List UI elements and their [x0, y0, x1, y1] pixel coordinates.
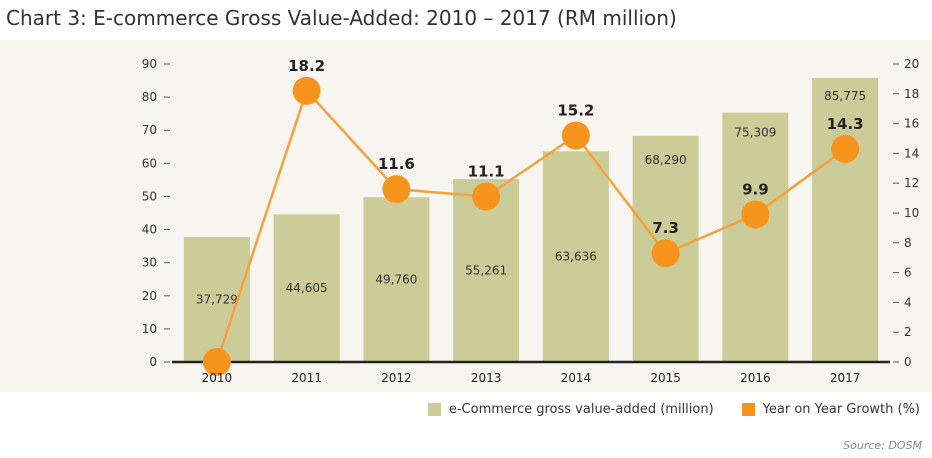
y-right-tick-label: 18: [904, 87, 919, 101]
y-right-tick-label: 4: [904, 295, 912, 309]
bar-value-label: 63,636: [555, 250, 597, 264]
x-tick-label: 2010: [202, 371, 233, 385]
y-right-tick-label: 6: [904, 266, 912, 280]
y-right-tick-label: 14: [904, 146, 919, 160]
bar: [183, 237, 250, 362]
bar-value-label: 49,760: [375, 273, 417, 287]
chart-title: Chart 3: E-commerce Gross Value-Added: 2…: [6, 6, 677, 30]
x-tick-label: 2016: [740, 371, 771, 385]
y-left-tick-label: 30: [142, 256, 157, 270]
bar: [363, 197, 430, 362]
growth-value-label: 18.2: [288, 57, 325, 75]
y-right-tick-label: 16: [904, 117, 919, 131]
bar: [812, 77, 879, 362]
bar-value-label: 68,290: [645, 153, 687, 167]
y-left-tick-label: 70: [142, 123, 157, 137]
legend-swatch-bars: [427, 403, 441, 416]
legend-item-line: Year on Year Growth (%): [741, 402, 920, 417]
y-right-tick-label: 10: [904, 206, 919, 220]
growth-marker: [202, 348, 231, 376]
growth-value-label: 11.6: [378, 155, 415, 173]
bar-value-label: 44,605: [286, 281, 328, 295]
y-right-tick-label: 8: [904, 236, 912, 250]
legend-label-bars: e-Commerce gross value-added (million): [448, 402, 714, 417]
growth-value-label: 11.1: [468, 163, 505, 181]
bar: [722, 112, 789, 363]
combo-chart: 0 10 20 30 40 50 60 70 80 90 0 2 4 6 8 10 12 14 16 18 20 37,7…: [142, 57, 920, 385]
y-left-tick-label: 50: [142, 189, 157, 203]
x-tick-label: 2017: [830, 371, 861, 385]
growth-marker: [292, 76, 321, 105]
y-left-tick-label: 60: [142, 156, 157, 170]
bar: [273, 214, 340, 362]
legend-label-line: Year on Year Growth (%): [762, 402, 920, 417]
growth-value-label: 15.2: [557, 102, 594, 120]
bar-value-label: 37,729: [196, 293, 238, 307]
bar-value-label: 85,775: [824, 89, 866, 103]
growth-marker: [651, 239, 680, 268]
growth-marker: [382, 175, 411, 204]
legend: e-Commerce gross value-added (million) Y…: [427, 402, 920, 417]
y-left-tick-label: 20: [142, 289, 157, 303]
growth-value-label: 7.3: [652, 219, 679, 237]
growth-marker: [472, 182, 501, 211]
x-tick-label: 2014: [561, 371, 592, 385]
bar: [542, 151, 609, 362]
y-left-tick-label: 40: [142, 223, 157, 237]
y-left-tick-label: 90: [142, 57, 157, 71]
y-left-tick-label: 80: [142, 90, 157, 104]
y-right-tick-label: 2: [904, 325, 912, 339]
growth-value-label: 9.9: [742, 180, 769, 198]
legend-swatch-line: [741, 403, 755, 416]
legend-item-bars: e-Commerce gross value-added (million): [427, 402, 714, 417]
x-tick-label: 2011: [291, 371, 322, 385]
y-left-tick-label: 10: [142, 322, 157, 336]
x-tick-label: 2013: [471, 371, 502, 385]
source-note: Source: DOSM: [843, 439, 922, 452]
y-right-tick-label: 12: [904, 176, 919, 190]
bar-value-label: 75,309: [734, 126, 776, 140]
y-right-tick-label: 0: [904, 355, 912, 369]
growth-marker: [831, 134, 860, 163]
bar-value-label: 55,261: [465, 264, 507, 278]
x-tick-label: 2015: [650, 371, 681, 385]
y-left-tick-label: 0: [149, 355, 157, 369]
growth-line: [215, 88, 846, 363]
growth-marker: [741, 200, 770, 229]
growth-value-label: 14.3: [827, 115, 864, 133]
growth-marker: [561, 121, 590, 150]
y-right-tick-label: 20: [904, 57, 919, 71]
x-tick-label: 2012: [381, 371, 412, 385]
